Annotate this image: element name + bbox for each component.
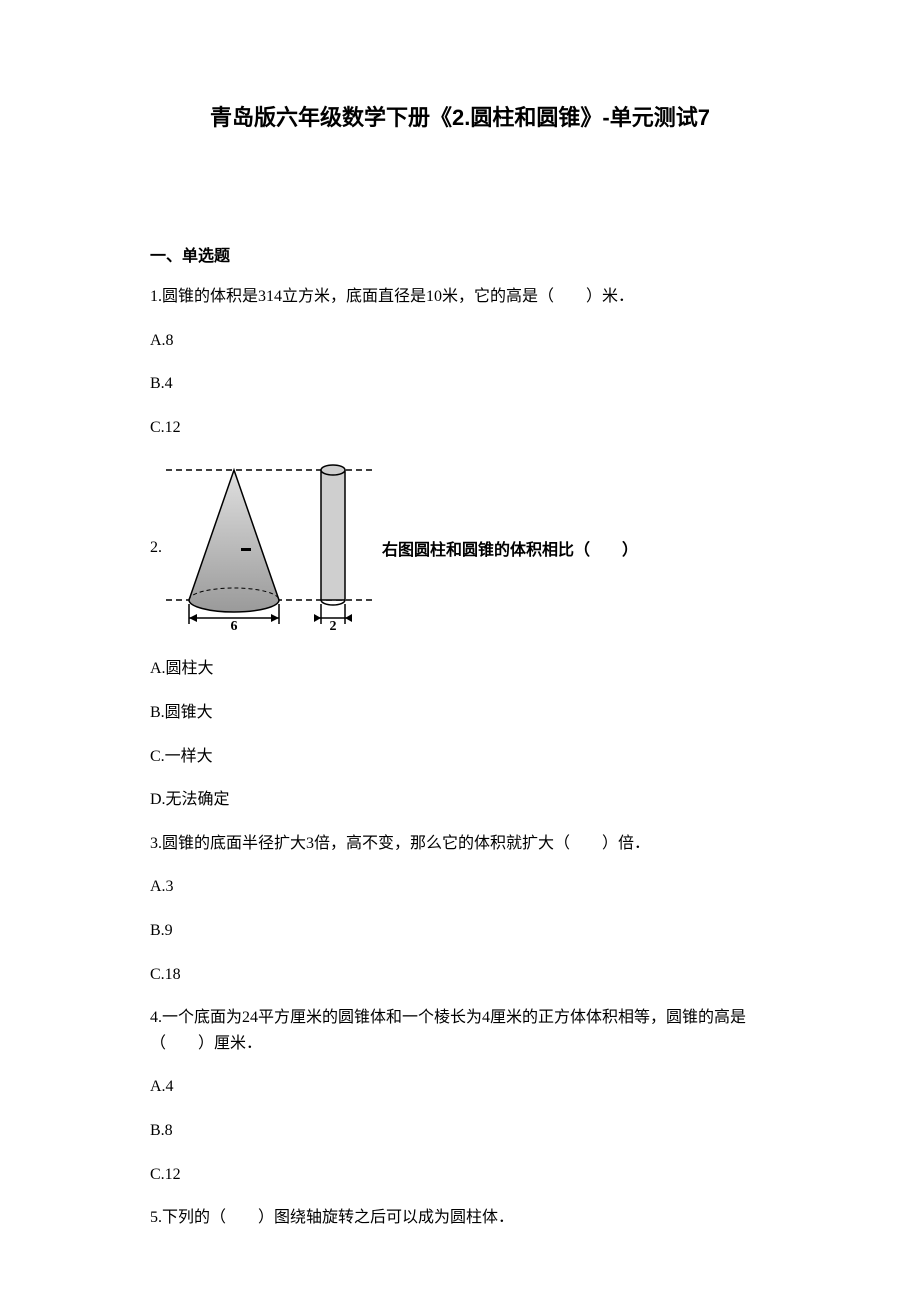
q4-option-b: B.8	[150, 1118, 770, 1144]
q2-option-a: A.圆柱大	[150, 656, 770, 682]
svg-text:2: 2	[330, 619, 337, 633]
q4-option-a: A.4	[150, 1074, 770, 1100]
q4-stem: 4.一个底面为24平方厘米的圆锥体和一个棱长为4厘米的正方体体积相等，圆锥的高是…	[150, 1005, 770, 1056]
q3-option-c: C.18	[150, 962, 770, 988]
q3-option-a: A.3	[150, 874, 770, 900]
q2-diagram: 62	[166, 458, 376, 638]
q2-option-d: D.无法确定	[150, 787, 770, 813]
q2-option-b: B.圆锥大	[150, 700, 770, 726]
q3-option-b: B.9	[150, 918, 770, 944]
q3-stem: 3.圆锥的底面半径扩大3倍，高不变，那么它的体积就扩大（ ）倍．	[150, 831, 770, 857]
q2-tail-text: 右图圆柱和圆锥的体积相比（ ）	[382, 536, 638, 560]
q2-number: 2.	[150, 539, 162, 557]
page-title: 青岛版六年级数学下册《2.圆柱和圆锥》-单元测试7	[150, 100, 770, 132]
q2-option-c: C.一样大	[150, 744, 770, 770]
q1-option-a: A.8	[150, 328, 770, 354]
q1-option-c: C.12	[150, 415, 770, 441]
q1-stem: 1.圆锥的体积是314立方米，底面直径是10米，它的高是（ ）米．	[150, 284, 770, 310]
section-heading: 一、单选题	[150, 242, 770, 266]
q4-option-c: C.12	[150, 1162, 770, 1188]
q2-row: 2. 62 右图圆柱和圆锥的体积相比（ ）	[150, 458, 770, 638]
q1-option-b: B.4	[150, 371, 770, 397]
q5-stem: 5.下列的（ ）图绕轴旋转之后可以成为圆柱体．	[150, 1205, 770, 1231]
svg-text:6: 6	[231, 619, 238, 633]
